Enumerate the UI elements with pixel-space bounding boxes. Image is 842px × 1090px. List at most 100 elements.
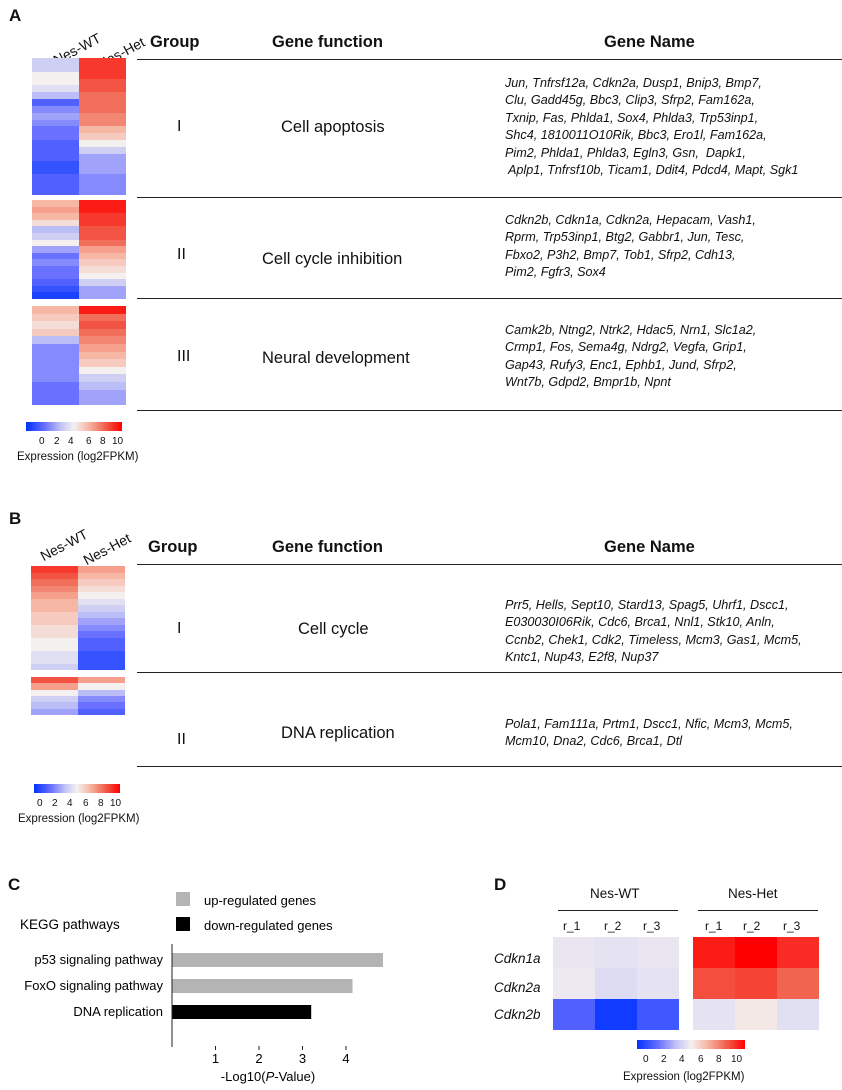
heatmap-cell: [32, 58, 79, 65]
color-scale-tick: 6: [83, 798, 89, 809]
gene-list: Prr5, Hells, Sept10, Stard13, Spag5, Uhr…: [505, 598, 802, 665]
heatmap-cell: [32, 397, 79, 405]
color-scale-tick: 10: [731, 1054, 743, 1065]
heatmap-cell: [78, 695, 125, 703]
heatmap-cell: [32, 336, 79, 345]
heatmap-cell: [31, 708, 78, 715]
heatmap-cell: [32, 279, 79, 286]
table-rule: [137, 197, 842, 198]
heatmap-cell: [32, 153, 79, 161]
heatmap-row: [32, 397, 126, 405]
heatmap-row: [32, 313, 126, 322]
heatmap-cell: [78, 572, 125, 579]
heatmap-cell: [79, 112, 126, 120]
heatmap-cell: [32, 226, 79, 233]
heatmap-row: [32, 206, 126, 214]
heatmap-cell: [79, 259, 126, 266]
heatmap-row: [32, 153, 126, 161]
heatmap-row: [31, 637, 125, 644]
bar-dna-replication: [172, 1005, 312, 1019]
heatmap-row: [32, 213, 126, 220]
heatmap-cell: [31, 611, 78, 618]
heatmap-row: [32, 160, 126, 168]
legend-up-swatch: [176, 892, 190, 906]
heatmap-cell: [79, 99, 126, 106]
color-scale-bar: [34, 784, 120, 793]
heatmap-cell: [553, 937, 595, 968]
heatmap-cell: [32, 213, 79, 220]
heatmap-cell: [693, 999, 735, 1030]
heatmap-cell: [595, 999, 637, 1030]
heatmap-cell: [79, 167, 126, 175]
heatmap-cell: [553, 999, 595, 1030]
heatmap-row: [31, 677, 125, 684]
x-tick-label: 3: [299, 1051, 306, 1066]
heatmap-cell: [32, 219, 79, 227]
heatmap-cell: [79, 126, 126, 134]
heatmap-cell: [32, 85, 79, 93]
heatmap-cell: [32, 285, 79, 293]
heatmap-cell: [78, 663, 125, 670]
heatmap-cell: [32, 328, 79, 337]
heatmap-cell: [32, 181, 79, 189]
heatmap-cell: [32, 167, 79, 175]
heatmap-cell: [32, 206, 79, 214]
color-scale-tick: 0: [643, 1054, 649, 1065]
heatmap-cell: [32, 99, 79, 106]
heatmap-cell: [777, 999, 819, 1030]
heatmap-cell: [31, 566, 78, 573]
group-bracket-nes-het: [698, 910, 818, 911]
heatmap-row: [32, 219, 126, 227]
heatmap-cell: [32, 105, 79, 113]
category-label: DNA replication: [73, 1004, 163, 1019]
heatmap-cell: [78, 618, 125, 625]
heatmap-cell: [79, 306, 126, 314]
heatmap-row: [32, 272, 126, 280]
heatmap-cell: [32, 351, 79, 360]
heatmap-cell: [79, 265, 126, 273]
legend-down-label: down-regulated genes: [204, 918, 333, 933]
gene-list: Jun, Tnfrsf12a, Cdkn2a, Dusp1, Bnip3, Bm…: [505, 76, 799, 178]
heatmap-row: [32, 71, 126, 79]
heatmap-cell: [31, 585, 78, 592]
heatmap-row: [31, 618, 125, 625]
gene-function-label: Neural development: [262, 349, 410, 367]
heatmap-row: [32, 146, 126, 154]
table-rule: [137, 298, 842, 299]
heatmap-row: [32, 389, 126, 398]
heatmap-row: [32, 119, 126, 127]
heatmap-cell: [32, 160, 79, 168]
color-scale-tick: 6: [698, 1054, 704, 1065]
heatmap-cell: [79, 272, 126, 280]
heatmap-cell: [31, 657, 78, 664]
color-scale-tick: 2: [54, 436, 60, 447]
heatmap-cell: [79, 359, 126, 367]
heatmap-cell: [79, 313, 126, 322]
heatmap-row: [32, 232, 126, 240]
heatmap-row: [32, 167, 126, 175]
heatmap-cell: [79, 366, 126, 375]
heatmap-cell: [31, 598, 78, 605]
heatmap-cell: [32, 188, 79, 195]
heatmap-cell: [31, 592, 78, 599]
heatmap-cell: [78, 611, 125, 618]
heatmap-cell: [595, 937, 637, 968]
panel-d-letter: D: [494, 875, 507, 894]
color-scale-title: Expression (log2FPKM): [623, 1071, 745, 1083]
heatmap-b-group-1: [31, 566, 125, 670]
heatmap-cell: [79, 239, 126, 247]
heatmap-row: [31, 644, 125, 651]
heatmap-cell: [777, 937, 819, 968]
color-scale-tick: 6: [86, 436, 92, 447]
replicate-label: r_2: [604, 919, 622, 933]
replicate-label: r_1: [563, 919, 581, 933]
heatmap-a-group-1: [32, 58, 126, 195]
expression-heatmap-d: [553, 937, 825, 1030]
group-label: II: [177, 731, 186, 748]
heatmap-cell: [79, 351, 126, 360]
heatmap-cell: [79, 71, 126, 79]
heatmap-cell: [32, 265, 79, 273]
heatmap-cell: [32, 146, 79, 154]
heatmap-row: [31, 650, 125, 657]
heatmap-cell: [79, 382, 126, 390]
